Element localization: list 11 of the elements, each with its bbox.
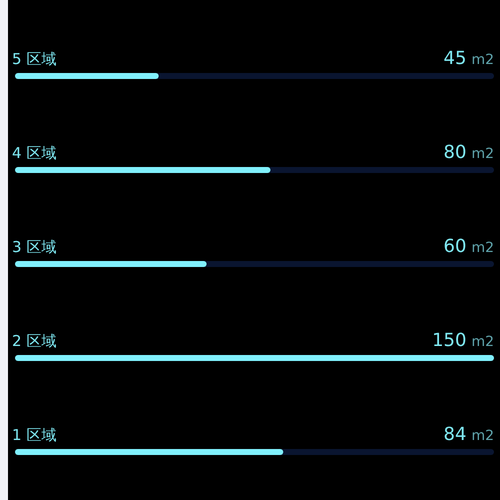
y-tick-label: 3 区域 [12, 238, 56, 256]
data-label: 84 m2 [444, 424, 494, 445]
data-label: 60 m2 [444, 236, 494, 257]
data-label: 80 m2 [444, 142, 494, 163]
y-tick-label: 1 区域 [12, 426, 56, 444]
y-tick-label: 5 区域 [12, 50, 56, 68]
data-label: 45 m2 [444, 48, 494, 69]
y-tick-label: 4 区域 [12, 144, 56, 162]
data-label: 150 m2 [432, 330, 494, 351]
y-tick-label: 2 区域 [12, 332, 56, 350]
bar [15, 73, 159, 79]
